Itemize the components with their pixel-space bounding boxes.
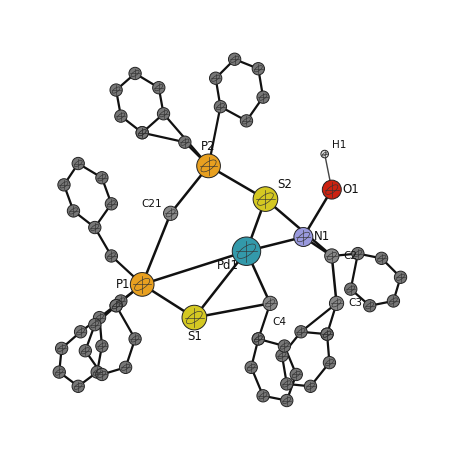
Circle shape	[67, 205, 80, 217]
Circle shape	[263, 296, 277, 310]
Circle shape	[252, 63, 264, 75]
Text: C2: C2	[344, 251, 358, 261]
Text: N1: N1	[314, 230, 330, 244]
Circle shape	[394, 271, 407, 283]
Circle shape	[93, 311, 106, 324]
Circle shape	[387, 295, 400, 307]
Circle shape	[240, 115, 253, 127]
Circle shape	[290, 368, 302, 381]
Circle shape	[58, 179, 70, 191]
Circle shape	[53, 366, 65, 378]
Circle shape	[276, 349, 288, 362]
Circle shape	[257, 390, 269, 402]
Circle shape	[252, 333, 264, 345]
Circle shape	[136, 127, 148, 139]
Circle shape	[96, 368, 108, 381]
Circle shape	[253, 187, 278, 211]
Circle shape	[375, 252, 388, 264]
Circle shape	[96, 172, 108, 184]
Circle shape	[325, 249, 339, 263]
Text: P1: P1	[116, 278, 130, 291]
Circle shape	[110, 84, 122, 96]
Text: Pd1: Pd1	[217, 259, 238, 272]
Text: S2: S2	[277, 178, 292, 191]
Circle shape	[245, 361, 257, 374]
Circle shape	[321, 328, 333, 340]
Text: P2: P2	[201, 140, 216, 154]
Circle shape	[119, 361, 132, 374]
Circle shape	[129, 333, 141, 345]
Circle shape	[115, 110, 127, 122]
Circle shape	[157, 108, 170, 120]
Circle shape	[72, 157, 84, 170]
Circle shape	[164, 206, 178, 220]
Circle shape	[321, 150, 328, 158]
Text: C21: C21	[141, 199, 162, 209]
Circle shape	[197, 154, 220, 178]
Circle shape	[91, 366, 103, 378]
Circle shape	[228, 53, 241, 65]
Text: C3: C3	[348, 298, 363, 309]
Circle shape	[136, 127, 148, 139]
Circle shape	[364, 300, 376, 312]
Circle shape	[153, 82, 165, 94]
Circle shape	[322, 180, 341, 199]
Text: O1: O1	[342, 183, 359, 196]
Circle shape	[110, 300, 122, 312]
Circle shape	[281, 378, 293, 390]
Circle shape	[252, 333, 264, 345]
Circle shape	[210, 72, 222, 84]
Circle shape	[89, 319, 101, 331]
Circle shape	[110, 300, 122, 312]
Circle shape	[232, 237, 261, 265]
Circle shape	[105, 250, 118, 262]
Circle shape	[105, 198, 118, 210]
Circle shape	[129, 67, 141, 80]
Circle shape	[89, 221, 101, 234]
Circle shape	[72, 380, 84, 392]
Circle shape	[345, 283, 357, 295]
Circle shape	[329, 296, 344, 310]
Circle shape	[179, 136, 191, 148]
Circle shape	[281, 394, 293, 407]
Circle shape	[295, 326, 307, 338]
Text: S1: S1	[187, 330, 202, 343]
Circle shape	[79, 345, 91, 357]
Circle shape	[278, 340, 291, 352]
Text: C4: C4	[273, 317, 287, 328]
Circle shape	[323, 356, 336, 369]
Circle shape	[214, 100, 227, 113]
Circle shape	[130, 273, 154, 296]
Circle shape	[321, 328, 333, 340]
Circle shape	[294, 228, 313, 246]
Circle shape	[352, 247, 364, 260]
Circle shape	[304, 380, 317, 392]
Text: H1: H1	[332, 139, 346, 150]
Circle shape	[257, 91, 269, 103]
Circle shape	[115, 295, 127, 307]
Circle shape	[55, 342, 68, 355]
Circle shape	[74, 326, 87, 338]
Circle shape	[96, 340, 108, 352]
Circle shape	[182, 305, 207, 330]
